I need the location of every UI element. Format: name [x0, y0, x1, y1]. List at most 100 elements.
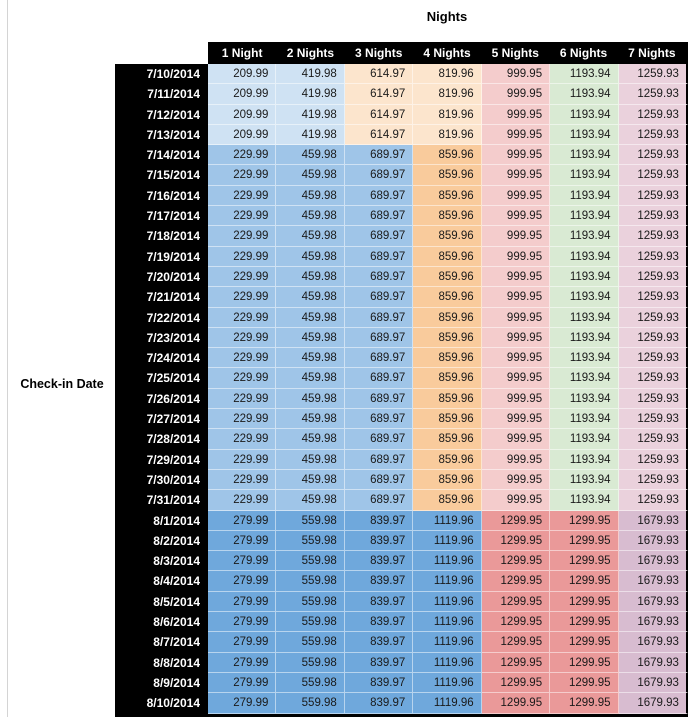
price-cell: 229.99 — [208, 490, 277, 511]
table-row: 7/27/2014 229.99 459.98 689.97 859.96 999.95 1… — [115, 409, 688, 430]
price-cell: 229.99 — [208, 449, 277, 470]
price-cell: 1259.93 — [618, 287, 688, 308]
price-cell: 689.97 — [344, 409, 414, 430]
table-title: Nights — [426, 9, 468, 24]
table-row: 7/28/2014 229.99 459.98 689.97 859.96 999.95 1… — [115, 429, 688, 450]
price-cell: 459.98 — [276, 185, 345, 207]
price-cell: 1259.93 — [618, 388, 688, 410]
price-cell: 1193.94 — [550, 104, 619, 125]
checkin-date-cell: 7/25/2014 — [115, 368, 208, 389]
price-cell: 459.98 — [276, 287, 345, 308]
price-cell: 999.95 — [481, 307, 551, 328]
table-row: 7/14/2014 229.99 459.98 689.97 859.96 999.95 1… — [115, 145, 688, 166]
price-cell: 559.98 — [276, 591, 345, 613]
price-cell: 279.99 — [208, 530, 277, 552]
price-cell: 819.96 — [413, 64, 482, 85]
price-cell: 559.98 — [276, 612, 345, 633]
table-row: 7/23/2014 229.99 459.98 689.97 859.96 999.95 1… — [115, 327, 688, 349]
price-cell: 859.96 — [413, 327, 482, 349]
price-cell: 279.99 — [208, 652, 277, 673]
price-cell: 1193.94 — [550, 348, 619, 369]
price-cell: 1679.93 — [618, 571, 688, 592]
price-cell: 999.95 — [481, 185, 551, 207]
price-cell: 999.95 — [481, 104, 551, 125]
checkin-date-cell: 7/19/2014 — [115, 246, 208, 267]
price-cell: 229.99 — [208, 266, 277, 288]
price-cell: 559.98 — [276, 632, 345, 653]
price-cell: 1193.94 — [550, 388, 619, 410]
price-cell: 229.99 — [208, 348, 277, 369]
price-cell: 1299.95 — [481, 693, 551, 714]
price-cell: 279.99 — [208, 612, 277, 633]
price-cell: 209.99 — [208, 64, 277, 85]
price-cell: 419.98 — [276, 104, 345, 125]
checkin-date-cell: 8/8/2014 — [115, 652, 208, 673]
checkin-date-cell: 8/6/2014 — [115, 612, 208, 633]
price-cell: 839.97 — [344, 530, 414, 552]
price-cell: 999.95 — [481, 266, 551, 288]
rates-table: 1 Night 2 Nights 3 Nights 4 Nights 5 Nights 6… — [115, 42, 688, 717]
checkin-date-cell: 8/5/2014 — [115, 591, 208, 613]
price-cell: 1299.95 — [550, 530, 619, 552]
price-cell: 459.98 — [276, 368, 345, 389]
price-cell: 1119.96 — [413, 632, 482, 653]
checkin-date-cell: 8/3/2014 — [115, 551, 208, 572]
checkin-date-cell: 7/28/2014 — [115, 429, 208, 450]
price-cell: 1119.96 — [413, 510, 482, 531]
price-cell: 1259.93 — [618, 307, 688, 328]
price-cell: 1259.93 — [618, 226, 688, 247]
price-cell: 689.97 — [344, 206, 414, 227]
price-cell: 859.96 — [413, 226, 482, 247]
price-cell: 1119.96 — [413, 612, 482, 633]
column-header-7-nights: 7 Nights — [617, 42, 688, 64]
table-row: 7/15/2014 229.99 459.98 689.97 859.96 999.95 1… — [115, 165, 688, 186]
price-cell: 1193.94 — [550, 145, 619, 166]
corner-spacer — [115, 42, 208, 64]
column-header-3-nights: 3 Nights — [344, 42, 413, 64]
price-cell: 1259.93 — [618, 409, 688, 430]
price-cell: 1299.95 — [550, 672, 619, 694]
checkin-date-axis-label: Check-in Date — [20, 377, 104, 391]
price-cell: 859.96 — [413, 165, 482, 186]
price-cell: 1259.93 — [618, 84, 688, 105]
price-cell: 999.95 — [481, 287, 551, 308]
price-cell: 1119.96 — [413, 591, 482, 613]
price-cell: 1259.93 — [618, 449, 688, 470]
price-cell: 689.97 — [344, 449, 414, 470]
price-cell: 1679.93 — [618, 693, 688, 714]
price-cell: 1299.95 — [550, 632, 619, 653]
price-cell: 459.98 — [276, 266, 345, 288]
price-cell: 689.97 — [344, 368, 414, 389]
price-cell: 689.97 — [344, 327, 414, 349]
table-row: 8/6/2014 279.99 559.98 839.97 1119.96 1299.95… — [115, 612, 688, 633]
checkin-date-cell: 7/14/2014 — [115, 145, 208, 166]
price-cell: 559.98 — [276, 571, 345, 592]
checkin-date-cell: 7/20/2014 — [115, 266, 208, 288]
price-cell: 1119.96 — [413, 652, 482, 673]
price-cell: 419.98 — [276, 84, 345, 105]
checkin-date-cell: 7/10/2014 — [115, 64, 208, 85]
checkin-date-cell: 7/17/2014 — [115, 206, 208, 227]
price-cell: 1259.93 — [618, 124, 688, 146]
checkin-date-cell: 7/26/2014 — [115, 388, 208, 410]
price-cell: 229.99 — [208, 469, 277, 491]
column-header-4-nights: 4 Nights — [412, 42, 482, 64]
price-cell: 1259.93 — [618, 185, 688, 207]
price-cell: 1259.93 — [618, 246, 688, 267]
price-cell: 1193.94 — [550, 287, 619, 308]
price-cell: 859.96 — [413, 388, 482, 410]
price-cell: 1679.93 — [618, 652, 688, 673]
price-cell: 1679.93 — [618, 612, 688, 633]
price-cell: 999.95 — [481, 388, 551, 410]
price-cell: 229.99 — [208, 145, 277, 166]
price-cell: 559.98 — [276, 672, 345, 694]
price-cell: 419.98 — [276, 64, 345, 85]
price-cell: 1193.94 — [550, 307, 619, 328]
price-cell: 1679.93 — [618, 510, 688, 531]
price-cell: 459.98 — [276, 490, 345, 511]
price-cell: 859.96 — [413, 469, 482, 491]
price-cell: 279.99 — [208, 632, 277, 653]
price-cell: 999.95 — [481, 429, 551, 450]
price-cell: 459.98 — [276, 469, 345, 491]
price-cell: 279.99 — [208, 591, 277, 613]
